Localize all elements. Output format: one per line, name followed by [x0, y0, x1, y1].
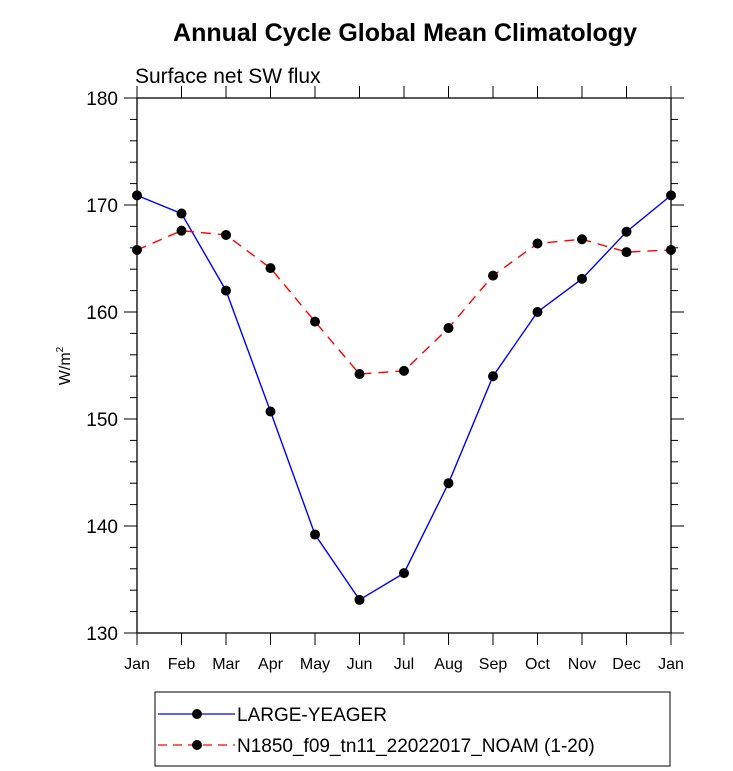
data-point [399, 365, 409, 376]
axes: Jan Feb Mar Apr May Jun Jul Aug Sep Oct Nov Dec Jan 1… [86, 86, 684, 673]
data-point [488, 270, 498, 281]
data-point [488, 371, 498, 382]
data-point [132, 190, 142, 201]
x-tick-label: Jan [658, 656, 684, 673]
x-tick-label: Jul [394, 656, 414, 673]
data-point [532, 307, 543, 317]
chart-subtitle: Surface net SW flux [135, 65, 321, 88]
x-tick-label: Sep [479, 656, 508, 673]
series-0 [132, 190, 676, 605]
data-point [443, 323, 454, 334]
y-tick-label: 140 [86, 517, 118, 538]
x-tick-label: Aug [434, 656, 462, 673]
x-tick-label: Apr [258, 656, 284, 673]
plot-frame [136, 97, 672, 634]
data-point [265, 406, 276, 417]
y-axis-label-text: W/m [57, 352, 74, 385]
data-point [176, 208, 187, 219]
y-tick-label: 170 [86, 196, 118, 217]
legend-label-1: N1850_f09_tn11_22022017_NOAM (1-20) [237, 736, 595, 757]
data-point [621, 247, 632, 258]
legend-marker-1 [192, 740, 202, 750]
data-point [132, 244, 142, 255]
x-tick-label: Nov [568, 656, 596, 673]
legend-marker-0 [192, 709, 202, 719]
x-tick-label: Dec [612, 656, 640, 673]
data-point [354, 369, 365, 380]
series-layer [132, 190, 676, 605]
series-line [136, 229, 672, 375]
y-tick-label: 130 [86, 624, 118, 645]
series-line [136, 194, 672, 601]
data-point [666, 244, 676, 255]
y-axis-label-superscript: 2 [55, 346, 66, 352]
data-point [621, 226, 632, 237]
legend: LARGE-YEAGER N1850_f09_tn11_22022017_NOA… [154, 691, 671, 767]
x-tick-label: Oct [525, 656, 550, 673]
data-point [176, 225, 187, 236]
x-tick-label: Feb [168, 656, 196, 673]
data-point [265, 263, 276, 274]
data-point [666, 190, 676, 201]
data-point [221, 229, 231, 240]
legend-box [154, 691, 671, 767]
x-tick-label: Jan [124, 656, 150, 673]
data-point [221, 285, 231, 296]
y-axis-label: W/m2 [55, 346, 74, 385]
x-tick-label: Mar [212, 656, 240, 673]
y-tick-label: 150 [86, 410, 118, 431]
chart-title: Annual Cycle Global Mean Climatology [173, 19, 637, 47]
data-point [310, 316, 320, 327]
series-1 [132, 225, 676, 380]
x-tick-label: May [300, 656, 330, 673]
y-tick-label: 160 [86, 303, 118, 324]
y-tick-label: 180 [86, 89, 118, 110]
data-point [443, 478, 454, 489]
data-point [310, 529, 320, 540]
data-point [577, 273, 587, 284]
x-tick-label: Jun [347, 656, 373, 673]
data-point [354, 594, 365, 605]
data-point [577, 234, 587, 245]
legend-label-0: LARGE-YEAGER [237, 705, 387, 726]
data-point [399, 568, 409, 579]
data-point [532, 238, 543, 249]
